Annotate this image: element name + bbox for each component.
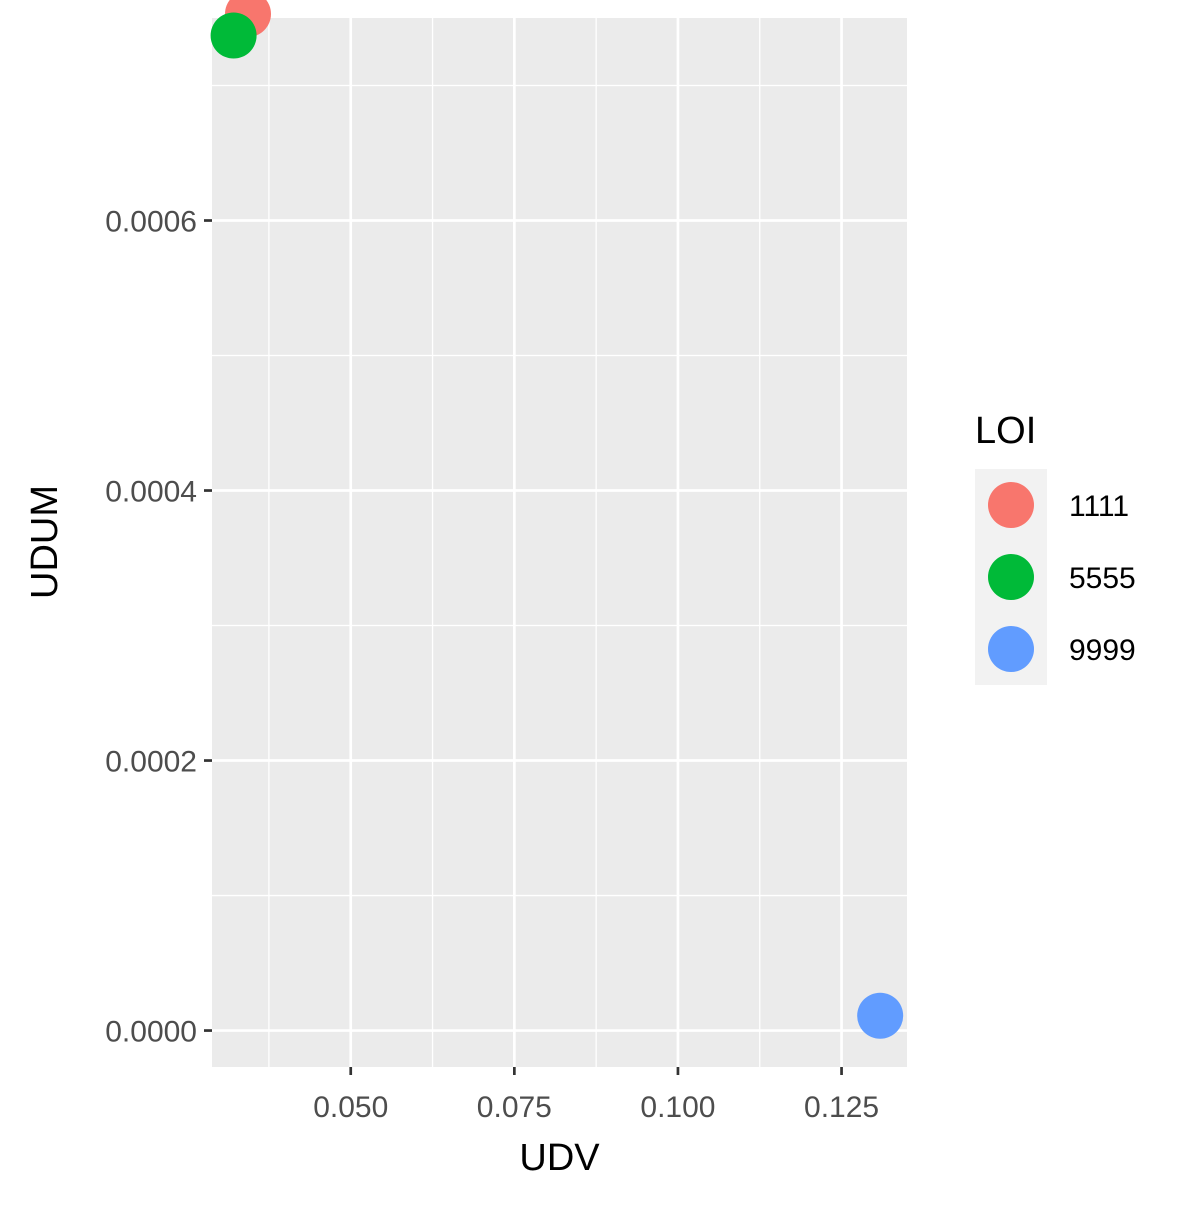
major-gridlines [212, 18, 907, 1067]
legend-label-5555: 5555 [1069, 562, 1136, 595]
legend-items: 1111 5555 9999 [988, 482, 1136, 672]
legend-key-9999 [988, 626, 1034, 672]
legend-key-1111 [988, 482, 1034, 528]
legend-label-1111: 1111 [1069, 490, 1129, 523]
data-point-9999 [857, 992, 904, 1039]
x-tick-label: 0.100 [640, 1091, 715, 1124]
legend-key-5555 [988, 554, 1034, 600]
y-axis-title: UDUM [24, 485, 66, 599]
x-tick-label: 0.075 [477, 1091, 552, 1124]
y-tick-label: 0.0004 [105, 476, 197, 509]
plot-panel [212, 18, 907, 1067]
y-tick-label: 0.0000 [105, 1016, 197, 1049]
legend: LOI 1111 5555 9999 [975, 410, 1136, 685]
x-axis: 0.050 0.075 0.100 0.125 [313, 1067, 879, 1124]
y-tick-label: 0.0006 [105, 206, 197, 239]
legend-title: LOI [975, 410, 1036, 452]
data-point-5555 [210, 12, 257, 59]
legend-label-9999: 9999 [1069, 634, 1136, 667]
x-tick-label: 0.050 [313, 1091, 388, 1124]
y-axis: 0.0000 0.0002 0.0004 0.0006 [105, 206, 212, 1049]
minor-gridlines [212, 18, 907, 1067]
x-tick-label: 0.125 [804, 1091, 879, 1124]
x-axis-title: UDV [519, 1137, 600, 1179]
data-points [210, 0, 904, 1039]
y-tick-label: 0.0002 [105, 746, 197, 779]
